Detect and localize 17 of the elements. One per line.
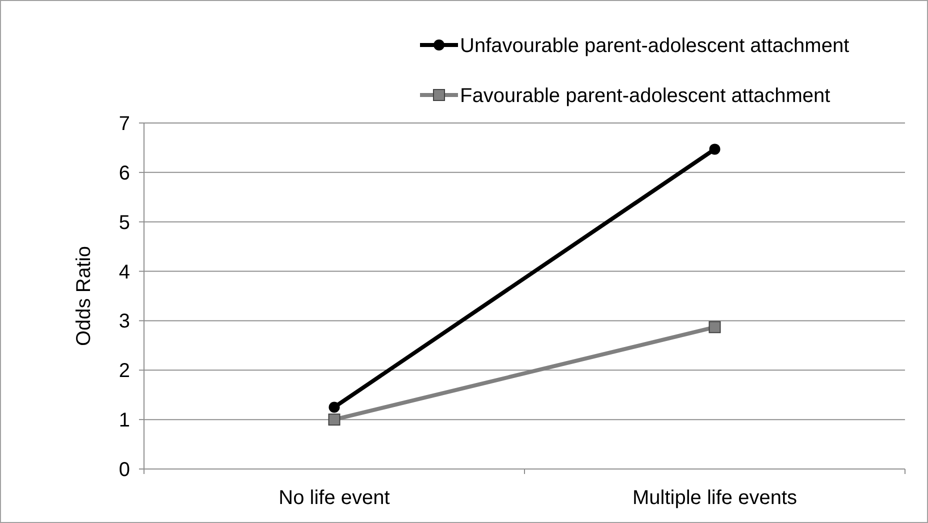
x-tick-label: Multiple life events [632, 487, 798, 509]
point [328, 402, 340, 413]
legend-label: Favourable parent-adolescent attachment [460, 85, 831, 107]
y-tick-label: 3 [118, 310, 130, 333]
y-tick-label: 2 [118, 360, 130, 382]
y-tick-label: 7 [118, 113, 130, 135]
y-tick-label: 4 [118, 261, 130, 284]
y-tick-label: 1 [118, 410, 130, 432]
point [708, 321, 721, 334]
point [328, 414, 340, 426]
x-tick-label: No life event [278, 487, 390, 509]
y-tick-label: 6 [118, 162, 130, 184]
y-tick-label: 5 [118, 212, 130, 234]
point [709, 144, 720, 155]
y-axis-title: Odds Ratio [73, 246, 95, 346]
y-tick-label: 0 [118, 459, 130, 481]
legend-label: Unfavourable parent-adolescent attachment [460, 35, 850, 57]
